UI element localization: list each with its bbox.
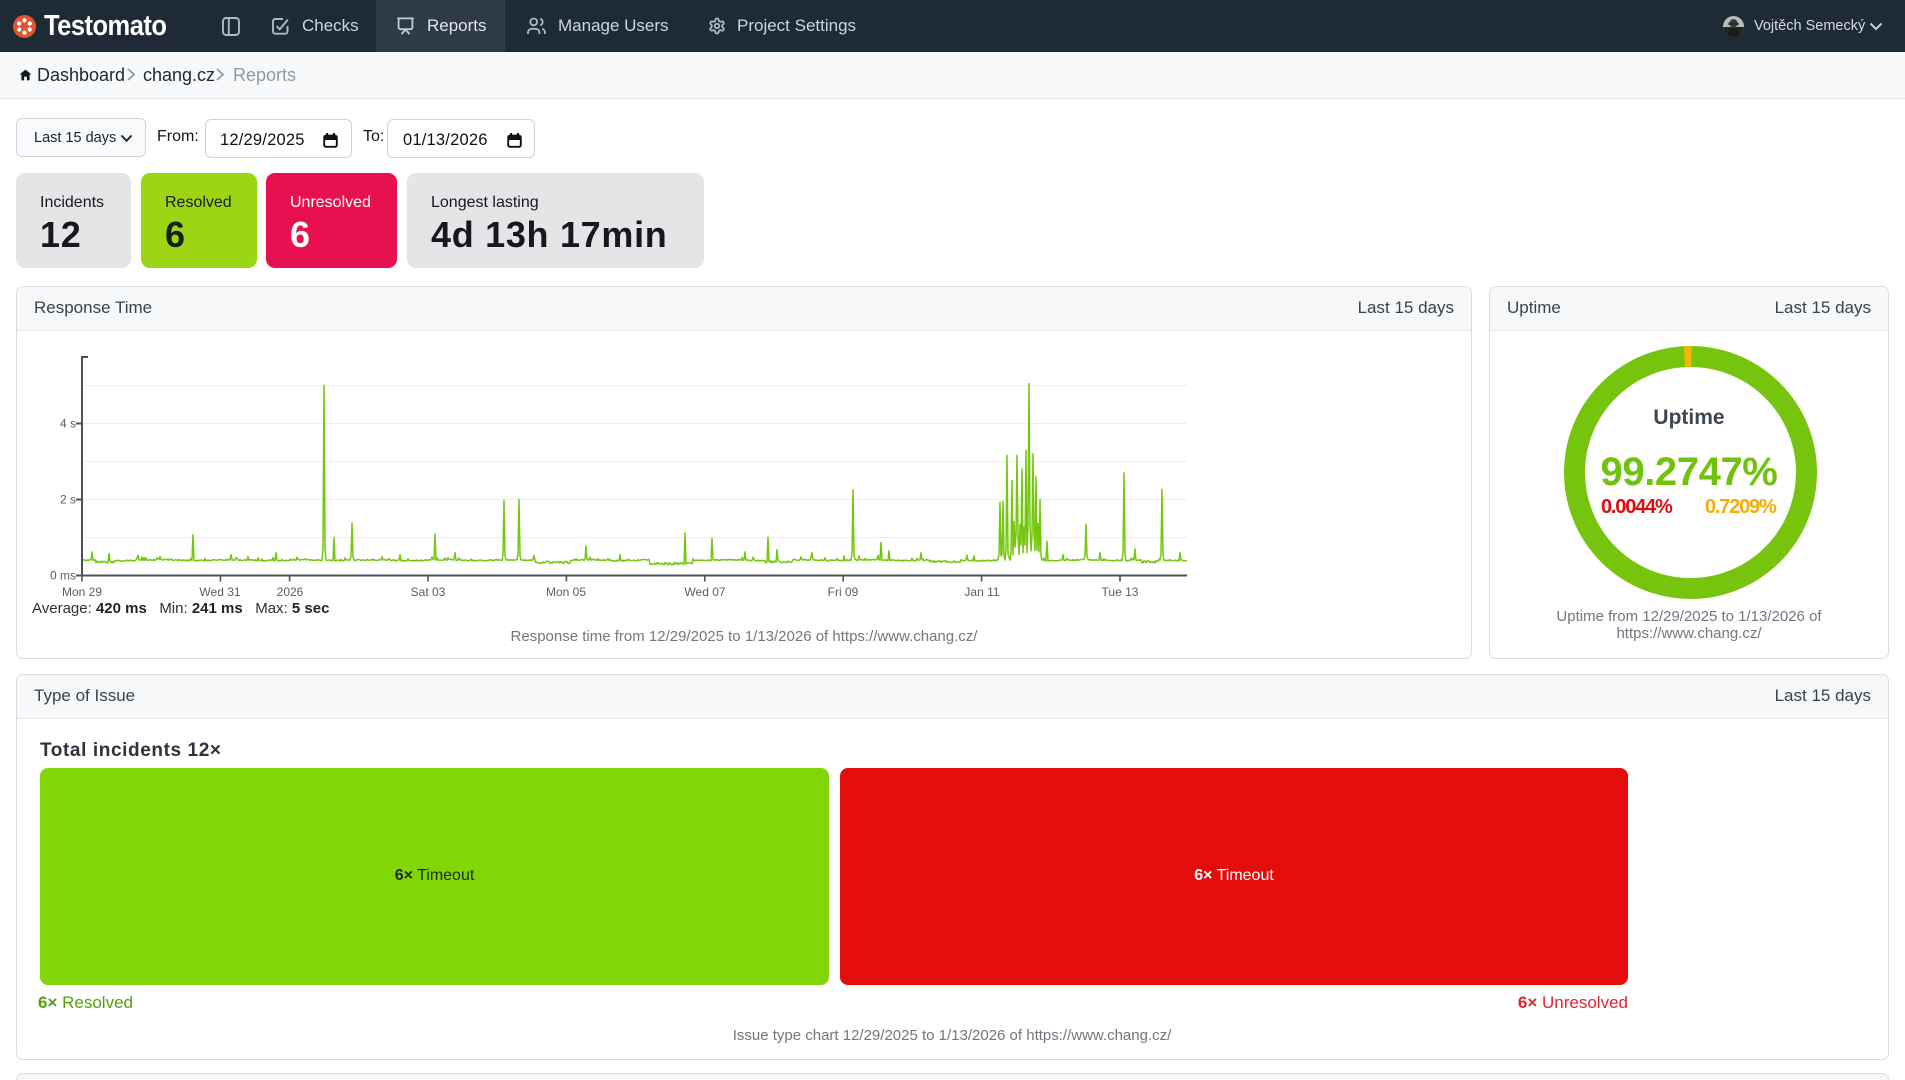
svg-text:4 s: 4 s — [60, 417, 76, 431]
svg-text:Jan 11: Jan 11 — [964, 585, 999, 599]
svg-text:Mon 05: Mon 05 — [546, 585, 586, 599]
svg-text:Mon 29: Mon 29 — [62, 585, 102, 599]
svg-text:Fri 09: Fri 09 — [828, 585, 859, 599]
svg-text:Wed 31: Wed 31 — [199, 585, 240, 599]
svg-text:Sat 03: Sat 03 — [411, 585, 446, 599]
svg-text:Wed 07: Wed 07 — [684, 585, 725, 599]
svg-text:2 s: 2 s — [60, 493, 76, 507]
svg-text:2026: 2026 — [277, 585, 304, 599]
svg-text:Tue 13: Tue 13 — [1102, 585, 1139, 599]
svg-text:0 ms: 0 ms — [50, 569, 76, 583]
